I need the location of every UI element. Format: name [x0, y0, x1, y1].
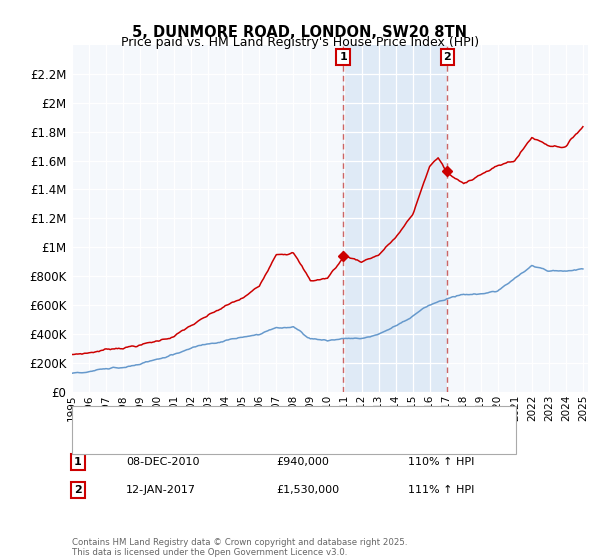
- Text: 5, DUNMORE ROAD, LONDON, SW20 8TN (semi-detached house): 5, DUNMORE ROAD, LONDON, SW20 8TN (semi-…: [99, 413, 436, 423]
- Text: 110% ↑ HPI: 110% ↑ HPI: [408, 457, 475, 467]
- Text: Price paid vs. HM Land Registry's House Price Index (HPI): Price paid vs. HM Land Registry's House …: [121, 36, 479, 49]
- Text: 2: 2: [443, 52, 451, 62]
- Text: HPI: Average price, semi-detached house, Merton: HPI: Average price, semi-detached house,…: [99, 436, 358, 446]
- Text: Contains HM Land Registry data © Crown copyright and database right 2025.
This d: Contains HM Land Registry data © Crown c…: [72, 538, 407, 557]
- Text: £940,000: £940,000: [276, 457, 329, 467]
- Text: 2: 2: [74, 485, 82, 495]
- Text: 5, DUNMORE ROAD, LONDON, SW20 8TN: 5, DUNMORE ROAD, LONDON, SW20 8TN: [133, 25, 467, 40]
- Text: 08-DEC-2010: 08-DEC-2010: [126, 457, 199, 467]
- Text: £1,530,000: £1,530,000: [276, 485, 339, 495]
- Bar: [343, 45, 448, 392]
- Text: 1: 1: [74, 457, 82, 467]
- Text: —: —: [81, 411, 95, 426]
- Text: —: —: [81, 435, 95, 448]
- Text: 1: 1: [339, 52, 347, 62]
- Text: 111% ↑ HPI: 111% ↑ HPI: [408, 485, 475, 495]
- Text: 12-JAN-2017: 12-JAN-2017: [126, 485, 196, 495]
